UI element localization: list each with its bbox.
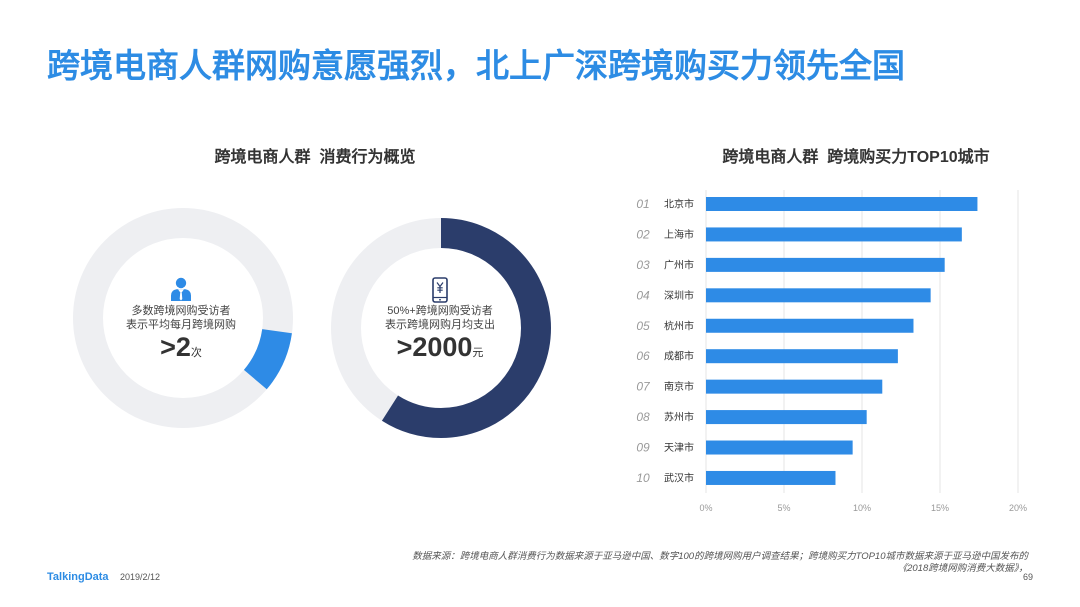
- top10-city-bar-chart: 0% 5% 10% 15% 20% 01 北京市 02 上海市 03 广州市 04 深圳市 05 杭州市 06…: [636, 190, 1027, 513]
- donut-text-line-2: 表示跨境网购月均支出: [385, 319, 495, 331]
- page-number: 69: [1022, 572, 1033, 582]
- donut-highlight-arc: [331, 218, 551, 438]
- monthly-purchase-donut-label: 多数跨境网购受访者 表示平均每月跨境网购 >2次: [106, 277, 256, 368]
- x-tick-label: 10%: [853, 503, 871, 513]
- bar-rank-08: [706, 410, 867, 425]
- data-source-note: 数据来源：跨境电商人群消费行为数据来源于亚马逊中国、数字100的跨境网购用户调查…: [412, 551, 1028, 575]
- donut-text-line-1: 多数跨境网购受访者: [131, 305, 231, 317]
- bar-rank-04: [706, 288, 931, 303]
- rank-label: 04: [636, 288, 650, 302]
- city-label: 苏州市: [664, 411, 694, 424]
- bar-rank-03: [706, 257, 945, 272]
- bar-rank-01: [706, 197, 978, 211]
- rank-label: 07: [636, 380, 651, 394]
- donut-value-unit: 次: [190, 347, 202, 359]
- x-tick-label: 0%: [699, 503, 712, 513]
- monthly-purchase-donut: [72, 208, 293, 428]
- city-label: 武汉市: [664, 471, 694, 484]
- city-label: 上海市: [664, 228, 694, 241]
- x-tick-label: 20%: [1009, 503, 1027, 513]
- city-label: 深圳市: [664, 289, 694, 302]
- rank-label: 09: [636, 441, 650, 455]
- donut-value-unit: 元: [472, 347, 484, 359]
- donut-track: [73, 208, 293, 428]
- consumption-overview-heading: 跨境电商人群 消费行为概览: [214, 149, 416, 166]
- monthly-spend-donut: [331, 218, 551, 438]
- phone-yuan-icon: [365, 277, 515, 303]
- donut-text-line-2: 表示平均每月跨境网购: [126, 319, 236, 331]
- donut-value: >2次: [106, 332, 256, 368]
- bar-rank-10: [706, 470, 836, 485]
- rank-label: 10: [636, 471, 650, 485]
- city-label: 杭州市: [664, 319, 694, 332]
- rank-label: 03: [636, 258, 650, 272]
- donut-value: >2000元: [365, 332, 515, 368]
- bar-rank-06: [706, 349, 898, 364]
- data-source-line-1: 数据来源：跨境电商人群消费行为数据来源于亚马逊中国、数字100的跨境网购用户调查…: [412, 551, 1028, 562]
- data-source-line-2: 《2018跨境网购消费大数据》，: [897, 563, 1028, 574]
- bar-rank-02: [706, 227, 962, 242]
- top10-city-heading: 跨境电商人群 跨境购买力TOP10城市: [722, 149, 990, 166]
- rank-label: 05: [636, 319, 650, 333]
- bar-rank-09: [706, 440, 853, 455]
- city-label: 广州市: [664, 258, 694, 271]
- city-label: 南京市: [664, 380, 694, 393]
- donut-value-number: >2: [160, 332, 191, 362]
- donut-text-line-1: 50%+跨境网购受访者: [387, 305, 493, 317]
- rank-label: 02: [636, 227, 650, 241]
- city-label: 天津市: [664, 441, 694, 454]
- monthly-spend-donut-label: 50%+跨境网购受访者 表示跨境网购月均支出 >2000元: [365, 277, 515, 368]
- x-tick-label: 15%: [931, 503, 949, 513]
- slide-date: 2019/2/12: [120, 572, 161, 582]
- x-tick-label: 5%: [777, 503, 790, 513]
- city-label: 北京市: [664, 198, 694, 211]
- bar-rank-07: [706, 379, 883, 394]
- donut-value-number: >2000: [396, 332, 473, 362]
- slide-title: 跨境电商人群网购意愿强烈，北上广深跨境购买力领先全国: [47, 47, 905, 84]
- person-icon: [106, 277, 256, 301]
- bar-rank-05: [706, 318, 914, 333]
- talkingdata-logo: TalkingData: [47, 571, 109, 583]
- rank-label: 08: [636, 410, 650, 424]
- rank-label: 06: [636, 349, 650, 363]
- rank-label: 01: [636, 197, 649, 211]
- city-label: 成都市: [664, 350, 694, 363]
